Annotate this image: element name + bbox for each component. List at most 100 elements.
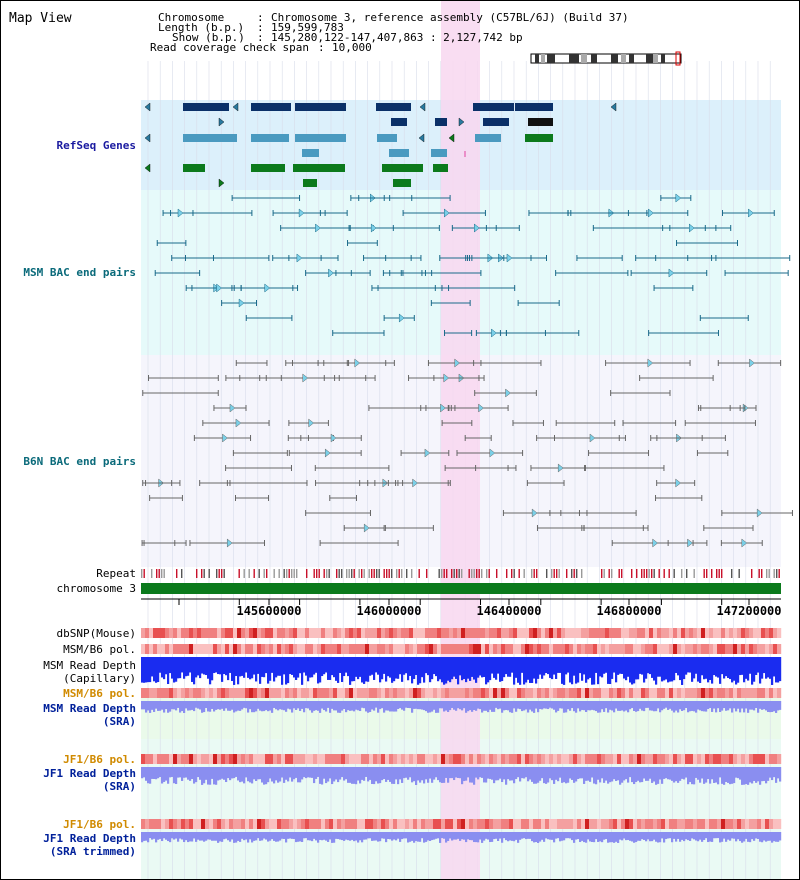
msm-sra-depth-bar [369, 701, 372, 712]
msm-capillary-depth-bar [521, 657, 524, 673]
gene-exon[interactable] [431, 149, 447, 157]
jf1-sra-depth-bar [459, 767, 462, 779]
track-label-msm-b6-pol-2[interactable]: MSM/B6 pol. [63, 687, 136, 700]
jf1-sra-depth-bar [331, 767, 334, 785]
msm-b6-pol-cell [689, 644, 694, 654]
msm-b6-pol-2-cell [345, 688, 350, 698]
gene-exon[interactable] [376, 103, 411, 111]
gene-exon[interactable] [433, 164, 448, 172]
dbsnp-cell [505, 628, 510, 638]
track-label-jf1-b6-pol-1[interactable]: JF1/B6 pol. [63, 753, 136, 766]
jf1-sra-depth-bar [771, 767, 774, 781]
jf1-sra-depth-bar [687, 767, 690, 785]
track-label-refseq-genes[interactable]: RefSeq Genes [56, 139, 136, 152]
msm-sra-depth-bar [365, 701, 368, 712]
jf1-b6-pol-2-cell [605, 819, 610, 829]
jf1-sra-depth-bar [425, 767, 428, 780]
jf1-b6-pol-2-cell [445, 819, 450, 829]
gene-exon[interactable] [251, 134, 289, 142]
dbsnp-cell [605, 628, 610, 638]
b6n-bac-pair-marker [308, 418, 315, 428]
track-label-msm-depth-capillary[interactable]: MSM Read Depth [43, 659, 136, 672]
msm-sra-depth-bar [493, 701, 496, 712]
gene-exon[interactable] [389, 149, 409, 157]
msm-b6-pol-2-cell [145, 688, 150, 698]
dbsnp-cell [521, 628, 526, 638]
chromosome-ideogram[interactable] [530, 53, 682, 64]
gene-exon[interactable] [528, 118, 553, 126]
gene-exon[interactable] [302, 149, 319, 157]
msm-b6-pol-cell [161, 644, 166, 654]
jf1-sra-depth-bar [415, 767, 418, 785]
gene-exon[interactable] [183, 134, 237, 142]
track-label-msm-bac[interactable]: MSM BAC end pairs [23, 266, 136, 279]
gene-exon[interactable] [382, 164, 423, 172]
track-label-dbsnp[interactable]: dbSNP(Mouse) [56, 627, 136, 640]
jf1-b6-pol-cell [225, 754, 230, 764]
gene-exon[interactable] [377, 134, 397, 142]
msm-capillary-depth-bar [701, 657, 704, 676]
jf1-sra-depth-bar [763, 767, 766, 781]
gene-exon[interactable] [303, 179, 317, 187]
gene-exon[interactable] [515, 103, 553, 111]
msm-b6-pol-cell [633, 644, 638, 654]
track-label-jf1-depth-sra[interactable]: JF1 Read Depth [43, 767, 136, 780]
jf1-b6-pol-2-cell [629, 819, 634, 829]
msm-sra-depth-bar [731, 701, 734, 713]
ideogram-position-marker[interactable] [675, 51, 681, 66]
gene-exon[interactable] [473, 103, 514, 111]
msm-sra-depth-bar [701, 701, 704, 712]
gene-exon[interactable] [525, 134, 553, 142]
msm-capillary-depth-bar [277, 657, 280, 676]
jf1-sra-depth-bar [495, 767, 498, 781]
track-label-msm-depth-sra[interactable]: MSM Read Depth [43, 702, 136, 715]
jf1-sra-depth-bar [549, 767, 552, 779]
track-label-msm-depth-capillary-sub: (Capillary) [63, 672, 136, 685]
msm-sra-depth-bar [777, 701, 780, 711]
msm-sra-depth-bar [151, 701, 154, 710]
gene-exon[interactable] [295, 103, 346, 111]
gene-exon[interactable] [251, 164, 285, 172]
gene-exon[interactable] [183, 164, 205, 172]
jf1-trimmed-depth-bar [687, 832, 690, 841]
msm-sra-depth-bar [195, 701, 198, 708]
jf1-b6-pol-2-cell [561, 819, 566, 829]
msm-capillary-depth-bar [659, 657, 662, 677]
msm-b6-pol-2-cell [493, 688, 498, 698]
track-label-jf1-depth-trimmed[interactable]: JF1 Read Depth [43, 832, 136, 845]
dbsnp-cell [517, 628, 522, 638]
dbsnp-cell [373, 628, 378, 638]
gene-exon[interactable] [295, 134, 346, 142]
jf1-b6-pol-cell [421, 754, 426, 764]
track-label-repeat[interactable]: Repeat [96, 567, 136, 580]
track-label-chromosome[interactable]: chromosome 3 [56, 582, 136, 595]
jf1-trimmed-depth-bar [455, 832, 458, 840]
dbsnp-cell [489, 628, 494, 638]
track-label-jf1-b6-pol-2[interactable]: JF1/B6 pol. [63, 818, 136, 831]
msm-b6-pol-cell [629, 644, 634, 654]
dbsnp-cell [389, 628, 394, 638]
selection-highlight[interactable] [441, 1, 480, 880]
jf1-sra-depth-bar [467, 767, 470, 778]
msm-sra-depth-bar [669, 701, 672, 709]
gene-exon[interactable] [475, 134, 501, 142]
gene-exon[interactable] [483, 118, 509, 126]
gene-exon[interactable] [251, 103, 291, 111]
jf1-sra-depth-bar [577, 767, 580, 780]
jf1-b6-pol-2-cell [649, 819, 654, 829]
msm-sra-depth-bar [723, 701, 726, 709]
jf1-trimmed-depth-bar [257, 832, 260, 839]
gene-exon[interactable] [393, 179, 411, 187]
track-label-b6n-bac[interactable]: B6N BAC end pairs [23, 455, 136, 468]
msm-capillary-depth-bar [423, 657, 426, 683]
gene-exon[interactable] [391, 118, 407, 126]
msm-b6-pol-cell [357, 644, 362, 654]
chromosome-bar[interactable] [141, 583, 781, 594]
msm-b6-pol-cell [745, 644, 750, 654]
jf1-b6-pol-2-cell [181, 819, 186, 829]
track-label-msm-b6-pol-1[interactable]: MSM/B6 pol. [63, 643, 136, 656]
gene-exon[interactable] [435, 118, 447, 126]
gene-exon[interactable] [183, 103, 229, 111]
jf1-trimmed-depth-bar [419, 832, 422, 842]
gene-exon[interactable] [293, 164, 345, 172]
